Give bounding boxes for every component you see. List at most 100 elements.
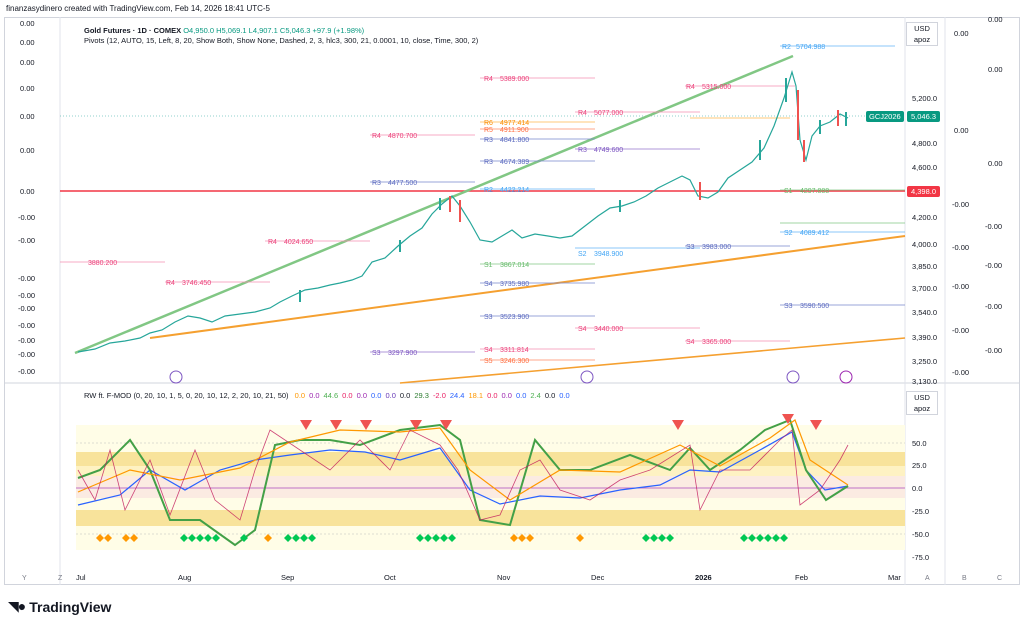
pivot-value: 5704.988 [796, 44, 825, 51]
pivot-value: 4911.900 [500, 127, 529, 134]
pivot-value: 3311.814 [500, 347, 529, 354]
right-tick: -0.00 [985, 302, 1002, 311]
ohlc-values: O4,950.0 H5,069.1 L4,907.1 C5,046.3 +97.… [183, 26, 365, 35]
oscillator-value: 0.0 [356, 391, 368, 400]
pivot-label: S3 [784, 303, 793, 310]
pivot-value: 5077.000 [594, 110, 623, 117]
pivot-value: 5389.000 [500, 76, 529, 83]
left-tick: -0.00 [18, 350, 35, 359]
osc-currency-selector[interactable]: USD apoz [906, 391, 938, 415]
instrument-legend[interactable]: Gold Futures · 1D · COMEX O4,950.0 H5,06… [84, 25, 364, 36]
oscillator-value: -2.0 [432, 391, 446, 400]
oscillator-value: 44.6 [323, 391, 339, 400]
right-tick: -0.00 [952, 282, 969, 291]
btn-a: A [925, 575, 930, 582]
bottom-buttons: Y Z A B C [22, 575, 1002, 582]
osc-tick: -50.0 [912, 530, 929, 539]
oscillator-value: 0.0 [399, 391, 411, 400]
left-tick: 0.00 [20, 38, 35, 47]
pivot-value: 3983.000 [702, 244, 731, 251]
price-tick: 4,000.0 [912, 240, 937, 249]
last-price-chip: 5,046.3 [907, 111, 941, 122]
price-tick: 3,850.0 [912, 262, 937, 271]
price-tick: 3,700.0 [912, 284, 937, 293]
pivot-label: R2 [484, 187, 493, 194]
middle-trendline [149, 235, 906, 339]
btn-c: C [997, 575, 1002, 582]
time-tick: Aug [178, 573, 191, 582]
pivot-label: S4 [686, 339, 695, 346]
osc-orange-line [77, 419, 849, 501]
pivot-label: R4 [372, 133, 381, 140]
header-credit: finanzasydinero created with TradingView… [6, 4, 270, 13]
upper-trendline [74, 54, 794, 355]
level-chip: 4,398.0 [907, 186, 941, 197]
oscillator-value: 0.0 [342, 391, 353, 400]
right-tick: -0.00 [952, 368, 969, 377]
time-tick: Sep [281, 573, 294, 582]
right-tick: -0.00 [952, 326, 969, 335]
pivot-label: R4 [166, 280, 175, 287]
currency-selector[interactable]: USD apoz [906, 22, 938, 46]
pivot-label: R4 [686, 84, 695, 91]
event-icon [169, 370, 183, 384]
pivot-text: R2 5704.988 R4 5389.000 R4 5077.000 R4 5… [88, 44, 829, 365]
pivots-legend[interactable]: Pivots (12, AUTO, 15, Left, 8, 20, Show … [84, 36, 479, 45]
chart-frame [4, 17, 1020, 585]
pivot-value: 4297.888 [800, 188, 829, 195]
pivot-value: 3590.500 [800, 303, 829, 310]
osc-green-line [77, 418, 849, 547]
osc-tick: 50.0 [912, 439, 927, 448]
brand-name: TradingView [29, 598, 112, 615]
osc-currency-label: USD [914, 393, 930, 402]
price-tick: 3,250.0 [912, 357, 937, 366]
oscillator-value: 0.0 [515, 391, 527, 400]
currency-label: USD [914, 24, 930, 33]
price-tick: 3,540.0 [912, 308, 937, 317]
osc-tick: 25.0 [912, 461, 927, 470]
oscillator-pane [76, 414, 905, 550]
pivot-label: R6 [484, 120, 493, 127]
left-tick: -0.00 [18, 236, 35, 245]
oscillator-values: 0.0 0.0 44.6 0.0 0.0 0.0 0.0 0.0 29.3 -2.0 24.4 18.… [295, 391, 574, 400]
oscillator-title: RW ft. F-MOD (0, 20, 10, 1, 5, 0, 20, 10… [84, 391, 289, 400]
oscillator-value: 0.0 [385, 391, 396, 400]
left-tick: -0.00 [18, 367, 35, 376]
pivot-value: 4870.700 [388, 133, 417, 140]
pivot-value: 3440.000 [594, 326, 623, 333]
right-tick: -0.00 [985, 261, 1002, 270]
time-tick: 2026 [695, 573, 712, 582]
time-tick: Mar [888, 573, 901, 582]
right-tick: 0.00 [988, 159, 1003, 168]
oscillator-value: 29.3 [414, 391, 429, 400]
pivot-label: S1 [784, 188, 793, 195]
pivot-value: 4749.600 [594, 147, 623, 154]
left-axis: 0.00 0.00 0.00 0.00 0.00 0.00 0.00 -0.00… [18, 19, 35, 376]
left-tick: -0.00 [18, 274, 35, 283]
pivot-lines [60, 45, 905, 361]
pivot-label: R5 [484, 127, 493, 134]
pivot-label: R2 [782, 44, 791, 51]
price-tick: 3,130.0 [912, 377, 937, 386]
oscillator-value: 0.0 [309, 391, 320, 400]
symbol-chip: GCJ2026 [866, 111, 904, 122]
oscillator-legend[interactable]: RW ft. F-MOD (0, 20, 10, 1, 5, 0, 20, 10… [84, 391, 578, 400]
right-tick: -0.00 [985, 222, 1002, 231]
time-tick: Feb [795, 573, 808, 582]
oscillator-axis: 50.0 25.0 0.0 -25.0 -50.0 -75.0 [912, 439, 929, 562]
pivot-label: S4 [578, 326, 587, 333]
time-tick: Nov [497, 573, 511, 582]
pivot-label: R3 [484, 137, 493, 144]
osc-tick: -75.0 [912, 553, 929, 562]
pivot-value: 4422.214 [500, 187, 529, 194]
right-tick: 0.00 [954, 29, 969, 38]
price-series [77, 69, 849, 353]
right-tick: 0.00 [988, 65, 1003, 74]
right-tick: -0.00 [952, 243, 969, 252]
tradingview-logo[interactable]: ◥● TradingView [8, 598, 111, 615]
time-tick: Jul [76, 573, 86, 582]
instrument-title: Gold Futures · 1D · COMEX [84, 26, 182, 35]
right-tick: 0.00 [954, 126, 969, 135]
pivot-value: 3746.450 [182, 280, 211, 287]
